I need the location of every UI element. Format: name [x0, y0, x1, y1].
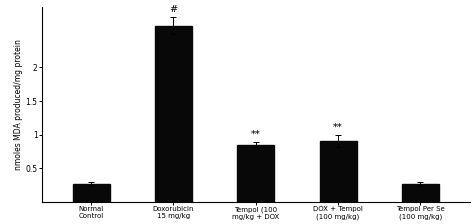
- Bar: [402, 184, 439, 202]
- Y-axis label: nmoles MDA produced/mg protein: nmoles MDA produced/mg protein: [14, 39, 23, 170]
- Text: **: **: [333, 122, 343, 131]
- Bar: [155, 26, 192, 202]
- Bar: [319, 141, 356, 202]
- Text: #: #: [169, 5, 177, 14]
- Bar: [237, 145, 274, 202]
- Bar: [73, 184, 109, 202]
- Text: **: **: [251, 130, 261, 139]
